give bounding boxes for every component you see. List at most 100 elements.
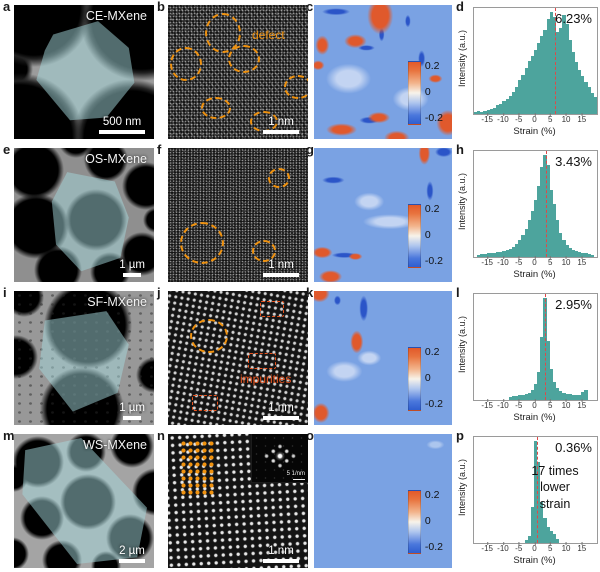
- scale-bar-line: [123, 416, 142, 420]
- scale-bar: 2 µm: [119, 545, 145, 563]
- panel-m-tem-image: WS-MXene 2 µm: [14, 434, 154, 568]
- scale-bar-line: [99, 130, 145, 134]
- scale-bar-line: [123, 273, 142, 277]
- strain-percent: 3.43%: [555, 154, 592, 169]
- panel-letter-c: c: [306, 0, 314, 14]
- colorbar-gradient: [407, 347, 421, 412]
- plot-area: 0.36% 17 times lower strain: [473, 436, 598, 544]
- impurity-box: [248, 353, 276, 369]
- defect-circle: [201, 97, 231, 119]
- colorbar-mid: 0: [424, 372, 431, 385]
- colorbar-gradient: [407, 204, 421, 269]
- panel-letter-m: m: [3, 428, 15, 443]
- panel-letter-b: b: [157, 0, 165, 14]
- colorbar-labels: 0.2 0 -0.2: [425, 347, 443, 409]
- strain-percent: 6.23%: [555, 11, 592, 26]
- defect-circle: [228, 45, 260, 73]
- panel-d-histogram: Intensity (a.u.) 6.23% -15 -10 -5 0 5 10 15 St…: [454, 5, 600, 139]
- plot-area: 3.43%: [473, 150, 598, 258]
- panel-b-hrtem-image: defect 1 nm: [168, 5, 308, 139]
- defect-annotation: defect: [252, 28, 285, 42]
- hist-bars: [474, 8, 598, 114]
- panel-h-histogram: Intensity (a.u.) 3.43% -15 -10 -5 0 5 10 15 St…: [454, 148, 600, 282]
- y-axis-label: Intensity (a.u.): [457, 315, 467, 373]
- colorbar-max: 0.2: [424, 203, 440, 216]
- scale-bar: 1 nm: [263, 402, 299, 420]
- lower-strain-note: 17 times lower strain: [531, 464, 579, 511]
- colorbar-mid: 0: [424, 515, 431, 528]
- colorbar-min: -0.2: [424, 111, 443, 124]
- marker-line: [536, 437, 538, 543]
- y-axis-label: Intensity (a.u.): [457, 458, 467, 516]
- impurity-box: [260, 301, 284, 317]
- hist-bars: [474, 151, 597, 257]
- scale-bar-line: [119, 559, 145, 563]
- x-axis-label: Strain (%): [513, 555, 556, 566]
- y-axis-label: Intensity (a.u.): [457, 29, 467, 87]
- strain-percent: 0.36%: [555, 440, 592, 455]
- panel-letter-p: p: [456, 428, 464, 443]
- scale-bar: 1 nm: [263, 545, 299, 563]
- panel-letter-d: d: [456, 0, 464, 14]
- scale-bar-line: [263, 416, 299, 420]
- plot-area: 2.95%: [473, 293, 598, 401]
- fft-spots: [252, 434, 308, 482]
- atom-model-overlay: [180, 440, 214, 496]
- scale-bar: 1 µm: [119, 259, 145, 277]
- colorbar-labels: 0.2 0 -0.2: [425, 490, 443, 552]
- fft-scale-bar: 5 1/nm: [287, 471, 305, 480]
- colorbar-max: 0.2: [424, 60, 440, 73]
- y-axis-label: Intensity (a.u.): [457, 172, 467, 230]
- scale-bar-line: [263, 130, 299, 134]
- scale-bar-line: [263, 273, 299, 277]
- marker-line: [555, 8, 557, 114]
- colorbar-gradient: [407, 490, 421, 555]
- panel-letter-k: k: [306, 285, 314, 300]
- sample-label: OS-MXene: [85, 152, 147, 166]
- panel-p-histogram: Intensity (a.u.) 0.36% 17 times lower st…: [454, 434, 600, 568]
- x-axis-label: Strain (%): [513, 412, 556, 423]
- defect-circle: [284, 75, 308, 99]
- panel-i-tem-image: SF-MXene 1 µm: [14, 291, 154, 425]
- panel-l-histogram: Intensity (a.u.) 2.95% -15 -10 -5 0 5 10 15 St…: [454, 291, 600, 425]
- plot-area: 6.23%: [473, 7, 598, 115]
- panel-letter-a: a: [3, 0, 11, 14]
- scale-bar-text: 500 nm: [102, 115, 142, 128]
- colorbar-min: -0.2: [424, 540, 443, 553]
- fft-inset: 5 1/nm: [251, 434, 308, 483]
- x-ticks: -15 -10 -5 0 5 10 15: [481, 399, 587, 410]
- x-axis-label: Strain (%): [513, 126, 556, 137]
- impurity-box: [192, 395, 218, 411]
- impurities-annotation: impurities: [240, 372, 292, 386]
- colorbar-labels: 0.2 0 -0.2: [425, 204, 443, 266]
- panel-k-strain-map: 0.2 0 -0.2: [314, 291, 452, 425]
- scale-bar: 1 nm: [263, 116, 299, 134]
- marker-line: [546, 151, 548, 257]
- defect-circle: [170, 47, 202, 81]
- panel-letter-n: n: [157, 428, 165, 443]
- defect-circle: [252, 240, 276, 262]
- sample-label: CE-MXene: [85, 9, 147, 23]
- scale-bar: 500 nm: [99, 116, 145, 134]
- marker-line: [544, 294, 546, 400]
- colorbar: 0.2 0 -0.2: [407, 204, 443, 269]
- scale-bar-text: 2 µm: [119, 544, 145, 557]
- defect-circle: [205, 13, 241, 53]
- x-ticks: -15 -10 -5 0 5 10 15: [481, 113, 587, 124]
- colorbar: 0.2 0 -0.2: [407, 490, 443, 555]
- colorbar-gradient: [407, 61, 421, 126]
- hist-bars: [474, 437, 597, 543]
- panel-letter-i: i: [3, 285, 7, 300]
- panel-letter-e: e: [3, 142, 11, 157]
- panel-letter-j: j: [157, 285, 161, 300]
- defect-circle: [190, 319, 228, 353]
- panel-letter-o: o: [306, 428, 314, 443]
- colorbar-mid: 0: [424, 229, 431, 242]
- fft-scale-text: 5 1/nm: [286, 471, 305, 478]
- colorbar-labels: 0.2 0 -0.2: [425, 61, 443, 123]
- scale-bar-text: 1 nm: [268, 401, 294, 414]
- scale-bar-text: 1 µm: [119, 401, 145, 414]
- panel-o-strain-map: 0.2 0 -0.2: [314, 434, 452, 568]
- defect-circle: [268, 168, 290, 188]
